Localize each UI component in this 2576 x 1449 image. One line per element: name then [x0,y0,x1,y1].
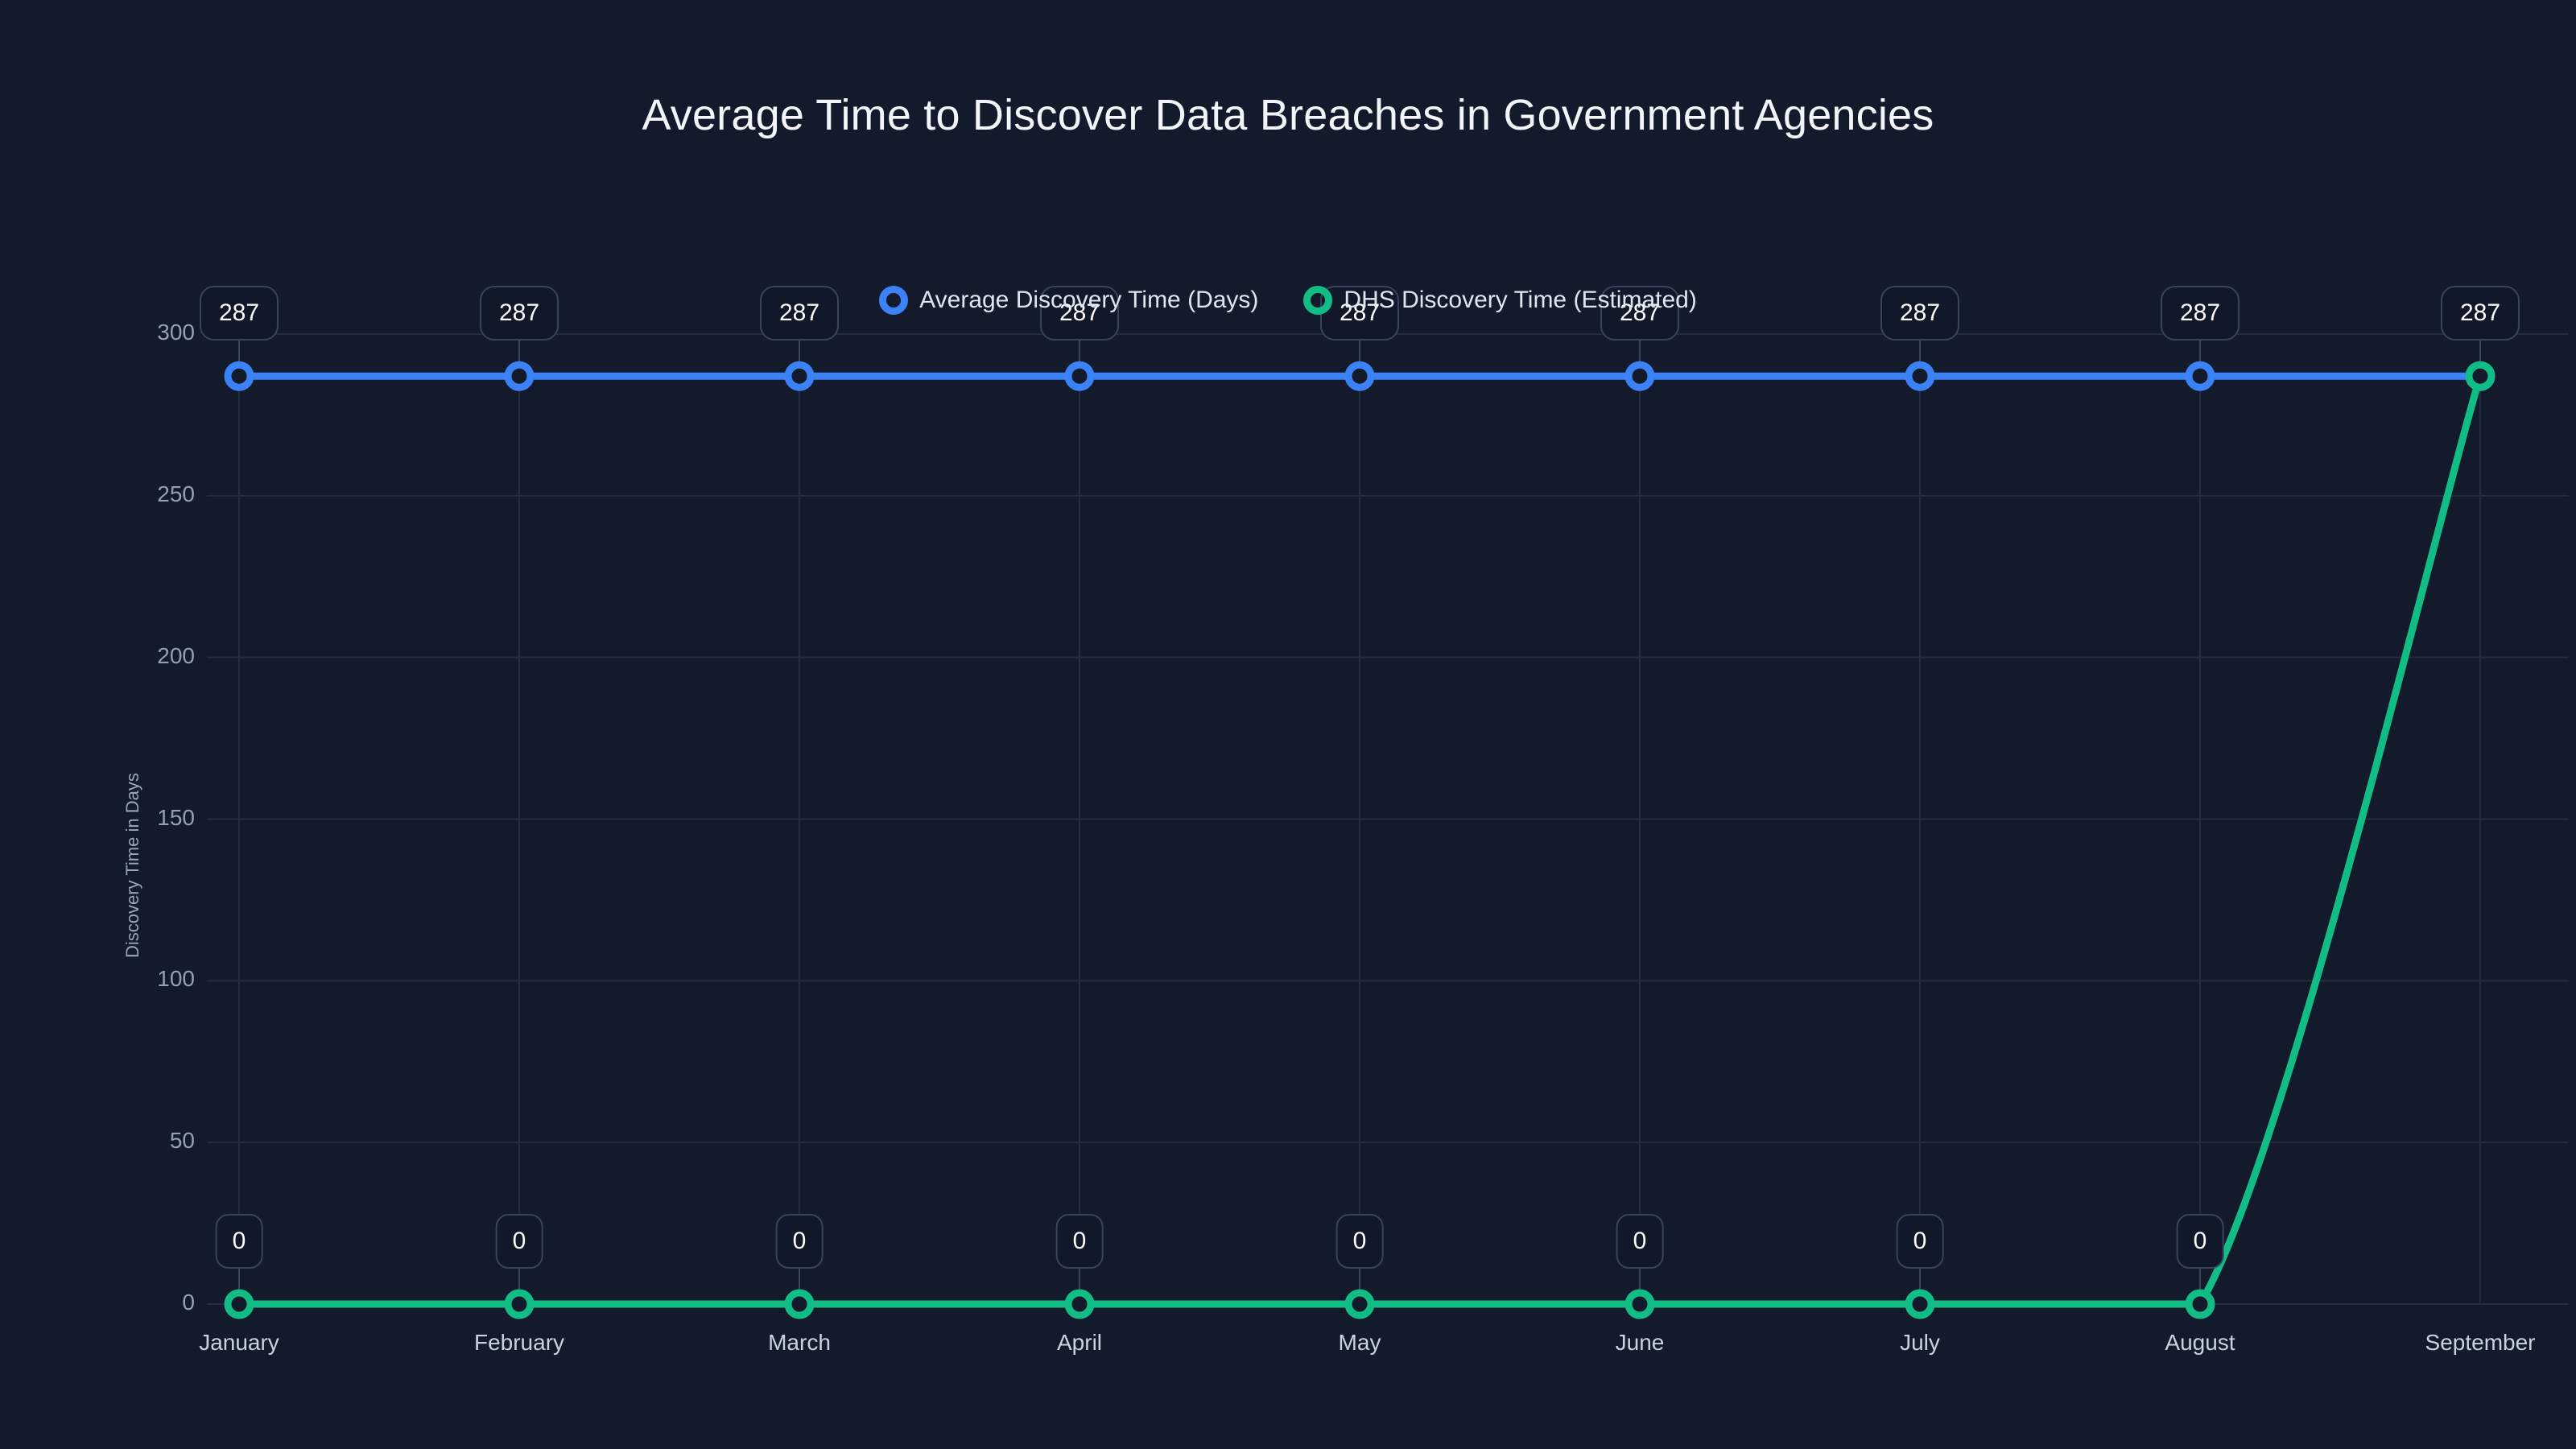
x-tick-label: May [1338,1330,1381,1355]
data-point-label: 287 [479,286,559,341]
data-point-label: 287 [199,286,279,341]
legend-marker-icon [879,286,909,315]
series-line [235,372,2484,1308]
data-point-label: 0 [2176,1214,2224,1269]
chart-legend: Average Discovery Time (Days) DHS Discove… [0,286,2576,315]
data-point-marker[interactable] [2465,361,2496,391]
horizontal-gridlines [207,333,2569,1305]
data-point-label: 0 [215,1214,263,1269]
data-point-marker[interactable] [1344,361,1375,391]
y-tick-label: 200 [157,642,195,668]
data-point-label: 0 [775,1214,824,1269]
data-point-marker[interactable] [224,1289,254,1319]
data-point-marker[interactable] [2185,1289,2215,1319]
data-point-marker[interactable] [1624,1289,1655,1319]
data-point-label: 0 [1335,1214,1384,1269]
x-tick-label: March [768,1330,831,1355]
data-point-marker[interactable] [1064,361,1095,391]
data-point-marker[interactable] [2185,361,2215,391]
y-tick-label: 300 [157,320,195,345]
data-point-label: 287 [2160,286,2240,341]
x-tick-label: July [1900,1330,1940,1355]
legend-item-average-discovery-time[interactable]: Average Discovery Time (Days) [879,286,1258,315]
data-point-label: 287 [1600,286,1680,341]
x-tick-label: August [2165,1330,2235,1355]
data-point-marker[interactable] [504,361,535,391]
label-connector-stems [238,339,2481,1291]
data-point-marker[interactable] [224,361,254,391]
x-tick-label: April [1056,1330,1103,1355]
data-point-marker[interactable] [784,361,815,391]
legend-item-dhs-discovery-time[interactable]: DHS Discovery Time (Estimated) [1303,286,1697,315]
data-point-marker[interactable] [784,1289,815,1319]
y-tick-label: 250 [157,481,195,506]
data-point-marker[interactable] [1064,1289,1095,1319]
x-tick-label: September [2425,1330,2536,1355]
data-point-marker[interactable] [1624,361,1655,391]
y-axis-title: Discovery Time in Days [122,773,142,958]
y-tick-label: 50 [169,1128,195,1154]
data-point-marker[interactable] [1344,1289,1375,1319]
data-point-marker[interactable] [1905,1289,1935,1319]
data-point-label: 287 [1039,286,1120,341]
legend-marker-icon [1303,286,1333,315]
y-tick-label: 100 [157,966,195,992]
x-tick-label: June [1615,1330,1665,1355]
data-point-label: 287 [759,286,840,341]
series-markers [224,361,2496,1319]
data-point-marker[interactable] [504,1289,535,1319]
data-point-label: 0 [1616,1214,1664,1269]
data-point-label: 287 [1880,286,1960,341]
data-point-marker[interactable] [1905,361,1935,391]
data-point-label: 0 [1896,1214,1944,1269]
x-tick-label: January [199,1330,279,1355]
data-point-label: 287 [1319,286,1400,341]
data-point-label: 287 [2440,286,2520,341]
legend-label: Average Discovery Time (Days) [919,287,1259,313]
y-tick-label: 0 [182,1290,195,1315]
x-tick-label: February [473,1330,565,1355]
data-point-label: 0 [1055,1214,1104,1269]
y-tick-label: 150 [157,804,195,830]
vertical-gridlines [238,334,2481,1304]
data-point-label: 0 [495,1214,543,1269]
legend-label: DHS Discovery Time (Estimated) [1344,287,1697,313]
page-title: Average Time to Discover Data Breaches i… [642,91,1934,139]
